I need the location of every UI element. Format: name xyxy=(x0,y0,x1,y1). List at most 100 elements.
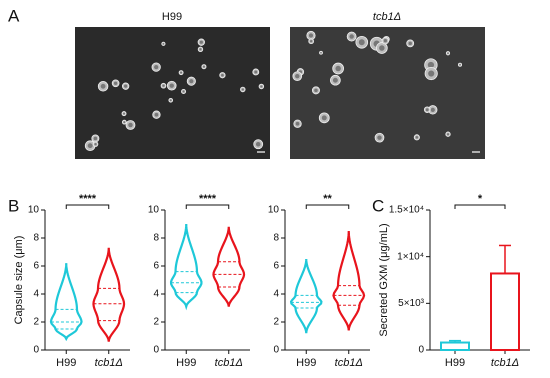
y-tick-label: 2 xyxy=(153,317,159,328)
cell-body xyxy=(94,142,97,146)
cell-body xyxy=(154,112,159,117)
x-tick-label: H99 xyxy=(56,357,76,369)
cell-body xyxy=(459,63,461,66)
cell-body xyxy=(169,83,174,88)
panel-label: B xyxy=(8,196,19,215)
cell-body xyxy=(169,99,172,102)
panel-label: C xyxy=(372,196,384,215)
y-tick-label: 6 xyxy=(273,261,279,272)
violin xyxy=(169,223,203,311)
cell-body xyxy=(113,81,118,86)
cell-body xyxy=(335,65,341,72)
x-tick-label: tcb1Δ xyxy=(335,357,363,369)
y-tick-label: 4 xyxy=(33,289,39,300)
cell-body xyxy=(154,65,159,70)
y-tick-label: 8 xyxy=(33,233,39,244)
y-axis-label: Secreted GXM (μg/mL) xyxy=(378,223,390,336)
cell-body xyxy=(199,48,202,51)
y-tick-label: 0 xyxy=(153,345,159,356)
y-tick-label: 0 xyxy=(418,345,424,356)
y-axis-label: Capsule size (μm) xyxy=(13,236,25,325)
cell-body xyxy=(379,45,385,51)
bar xyxy=(440,341,470,351)
y-tick-label: 10 xyxy=(268,205,280,216)
violin xyxy=(92,247,126,342)
y-tick-label: 2 xyxy=(273,317,279,328)
cell-body xyxy=(295,121,300,126)
cell-body xyxy=(87,143,93,149)
x-tick-label: H99 xyxy=(296,357,316,369)
cell-body xyxy=(427,61,435,69)
x-tick-label: H99 xyxy=(445,357,465,369)
cell-body xyxy=(314,88,318,93)
y-tick-label: 6 xyxy=(33,261,39,272)
cell-body xyxy=(349,34,354,39)
cell-body xyxy=(189,79,194,84)
y-tick-label: 8 xyxy=(273,233,279,244)
x-tick-label: tcb1Δ xyxy=(491,357,519,369)
x-tick-label: H99 xyxy=(176,357,196,369)
cell-body xyxy=(415,136,419,139)
y-tick-label: 4 xyxy=(273,289,279,300)
cell-body xyxy=(332,77,338,83)
y-tick-label: 4 xyxy=(153,289,159,300)
cell-body xyxy=(425,108,429,112)
cell-body xyxy=(162,42,165,45)
bar xyxy=(490,272,520,352)
significance-bracket xyxy=(65,204,110,209)
cell-body xyxy=(446,133,450,136)
cell-body xyxy=(255,141,261,147)
cell-body xyxy=(377,135,382,140)
cell-body xyxy=(182,90,185,93)
cell-body xyxy=(321,115,327,121)
cell-body xyxy=(162,84,165,87)
cell-body xyxy=(428,70,435,77)
significance-bracket xyxy=(454,204,506,209)
cell-body xyxy=(383,39,388,43)
violin xyxy=(212,226,246,307)
cell-body xyxy=(124,84,128,88)
cell-body xyxy=(221,73,224,77)
panel-label: A xyxy=(8,6,20,25)
cell-body xyxy=(93,136,98,141)
y-tick-label: 6 xyxy=(153,261,159,272)
cell-body xyxy=(122,112,126,115)
x-tick-label: tcb1Δ xyxy=(215,357,243,369)
cell-body xyxy=(358,39,365,46)
cell-body xyxy=(447,52,449,55)
significance-label: ** xyxy=(323,193,332,205)
cell-body xyxy=(320,51,322,54)
cell-body xyxy=(199,40,203,44)
cell-body xyxy=(309,39,313,43)
significance-bracket xyxy=(305,204,350,209)
cell-body xyxy=(241,88,244,91)
cell-body xyxy=(123,121,126,124)
y-tick-label: 10 xyxy=(148,205,160,216)
significance-label: * xyxy=(478,193,483,205)
image-title: tcb1Δ xyxy=(373,11,401,23)
y-tick-label: 0 xyxy=(33,345,39,356)
cell-body xyxy=(295,73,300,79)
violin xyxy=(289,258,323,334)
cell-body xyxy=(430,107,435,112)
cell-body xyxy=(308,33,314,38)
cell-body xyxy=(180,71,183,74)
violin xyxy=(49,263,83,342)
micrographs xyxy=(75,27,485,159)
y-tick-label: 2 xyxy=(33,317,39,328)
y-tick-label: 10 xyxy=(28,205,40,216)
y-tick-label: 0 xyxy=(273,345,279,356)
micrograph xyxy=(75,27,270,159)
y-tick-label: 5×10³ xyxy=(398,298,425,309)
x-tick-label: tcb1Δ xyxy=(95,357,123,369)
cell-body xyxy=(202,65,206,68)
cell-body xyxy=(408,41,412,46)
significance-label: **** xyxy=(79,193,97,205)
cell-body xyxy=(100,83,106,89)
y-tick-label: 1×10⁴ xyxy=(397,251,424,262)
significance-bracket xyxy=(185,204,230,209)
y-tick-label: 8 xyxy=(153,233,159,244)
cell-body xyxy=(260,85,263,88)
cell-body xyxy=(254,70,258,74)
